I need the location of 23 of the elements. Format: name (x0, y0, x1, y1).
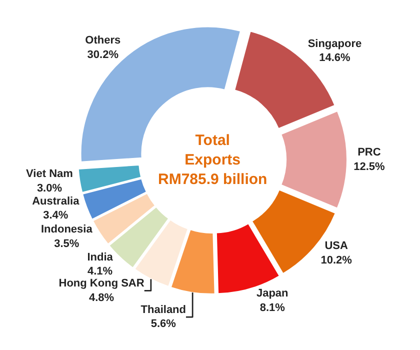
data-label: 3.5% (54, 238, 80, 250)
slice-label: Hong Kong SAR (58, 278, 144, 290)
data-label: 3.0% (36, 182, 62, 194)
text: Total Exports RM785.9 billion (158, 132, 268, 188)
data-label: 5.6% (150, 318, 176, 330)
data-label: 4.1% (87, 266, 113, 278)
data-label: 14.6% (319, 52, 351, 64)
data-label: 8.1% (260, 302, 286, 314)
slice-label: Indonesia (40, 224, 94, 236)
slice-label: Others (85, 34, 121, 46)
slice-label: Japan (256, 288, 289, 300)
data-label: 10.2% (320, 254, 352, 266)
slice-label: Viet Nam (26, 168, 74, 180)
data-label: 30.2% (87, 48, 119, 61)
data-label: 12.5% (354, 160, 385, 173)
slice-label: Australia (32, 195, 80, 208)
data-label: 4.8% (89, 292, 114, 304)
slice-label: Singapore (308, 38, 362, 50)
slice-label: Thailand (140, 304, 186, 316)
slice-label: PRC (358, 146, 381, 158)
data-label: 3.4% (43, 210, 68, 222)
slice-label: USA (324, 240, 348, 252)
slice-label: India (87, 251, 114, 264)
